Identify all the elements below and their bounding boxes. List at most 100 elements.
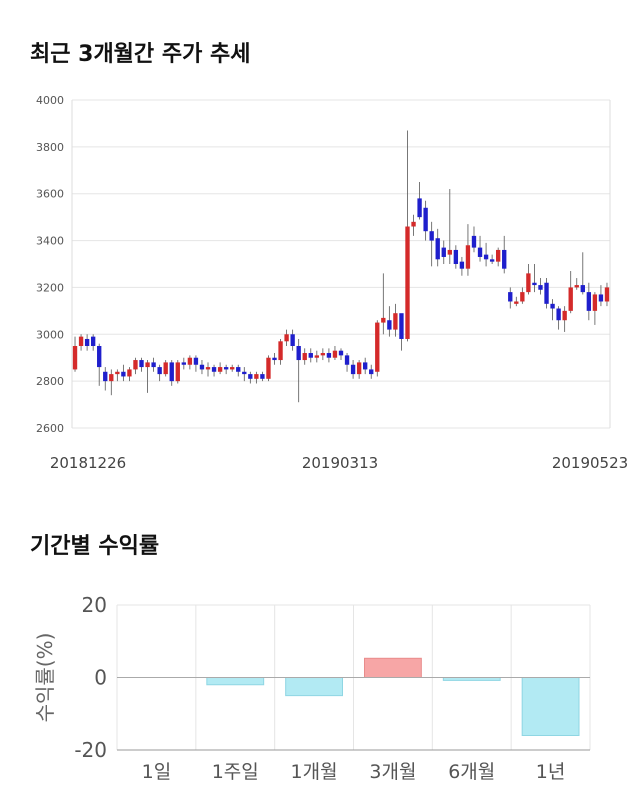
x-category-label: 6개월 xyxy=(448,761,495,783)
candle-body xyxy=(405,226,410,339)
price-trend-title: 최근 3개월간 주가 추세 xyxy=(30,42,251,67)
candle-body xyxy=(604,287,610,302)
return-bar xyxy=(521,677,580,736)
candle-body xyxy=(97,346,102,368)
candle-body xyxy=(350,364,356,375)
candle-body xyxy=(211,367,217,372)
y-tick-label: 3600 xyxy=(36,188,64,201)
x-category-label: 1개월 xyxy=(291,761,338,783)
candle-body xyxy=(296,346,301,361)
candle-body xyxy=(217,367,223,372)
candle-body xyxy=(562,310,567,321)
candle-body xyxy=(489,259,495,262)
candle-body xyxy=(429,231,434,241)
candle-body xyxy=(520,292,525,302)
candle-body xyxy=(127,369,132,377)
y-tick-label: 3800 xyxy=(36,141,64,154)
candle-body xyxy=(471,235,477,248)
x-category-label: 3개월 xyxy=(369,761,416,783)
candle-body xyxy=(423,207,428,232)
candle-body xyxy=(483,254,489,260)
candle-body xyxy=(393,313,398,330)
candle-body xyxy=(181,362,187,365)
return-bar xyxy=(364,657,422,678)
candle-body xyxy=(363,362,368,370)
candlestick-chart: 4000 3800 3600 3400 3200 3000 2800 2600 20181226… xyxy=(36,94,628,472)
candle-body xyxy=(574,285,579,288)
candle-body xyxy=(508,292,513,302)
candle-body xyxy=(236,367,241,372)
period-return-title: 기간별 수익률 xyxy=(30,534,160,559)
candle-body xyxy=(544,282,549,304)
candle-body xyxy=(320,353,326,356)
candle-body xyxy=(356,362,362,375)
candle-body xyxy=(302,353,307,361)
candle-body xyxy=(248,374,253,379)
x-tick-label: 20181226 xyxy=(50,454,126,472)
candle-body xyxy=(72,346,78,370)
x-tick-label: 20190313 xyxy=(302,454,378,472)
candle-body xyxy=(254,374,259,379)
candle-body xyxy=(169,362,174,382)
y-axis-label: 수익률(%) xyxy=(33,633,57,723)
candle-body xyxy=(151,362,156,368)
candle-body xyxy=(157,367,162,375)
candle-body xyxy=(284,334,289,342)
candle-body xyxy=(344,355,350,365)
candle-body xyxy=(266,357,271,379)
candle-body xyxy=(109,374,114,382)
candle-body xyxy=(447,249,452,255)
candle-body xyxy=(514,301,519,304)
candle-body xyxy=(193,357,199,365)
candle-body xyxy=(375,322,380,372)
candle-body xyxy=(369,369,374,375)
y-tick-label: 2800 xyxy=(36,375,64,388)
candle-body xyxy=(598,294,604,302)
candle-body xyxy=(78,336,84,346)
y-tick-label: -20 xyxy=(74,738,107,762)
candle-body xyxy=(495,249,501,262)
candle-body xyxy=(84,338,90,346)
y-tick-label: 3200 xyxy=(36,281,64,294)
candle-body xyxy=(399,313,404,339)
candle-body xyxy=(308,353,313,358)
candle-body xyxy=(145,362,150,368)
candle-body xyxy=(459,261,465,269)
candle-body xyxy=(556,308,561,321)
x-tick-label: 20190523 xyxy=(552,454,628,472)
candle-body xyxy=(163,362,168,375)
candle-body xyxy=(115,371,120,375)
candle-body xyxy=(387,320,392,330)
candle-body xyxy=(103,371,108,382)
candle-body xyxy=(435,238,440,260)
candle-body xyxy=(532,282,537,286)
y-tick-label: 20 xyxy=(82,593,107,617)
return-bar xyxy=(206,677,265,686)
candle-body xyxy=(538,285,543,290)
x-category-label: 1일 xyxy=(142,761,172,783)
candle-body xyxy=(411,221,416,227)
candle-body xyxy=(133,360,138,370)
candle-body xyxy=(580,285,585,293)
candle-body xyxy=(568,287,573,311)
return-bar xyxy=(285,677,343,697)
candle-body xyxy=(550,303,555,309)
candle-body xyxy=(477,247,483,257)
candle-body xyxy=(592,294,598,311)
candle-body xyxy=(338,350,344,356)
y-tick-label: 3400 xyxy=(36,235,64,248)
candle-body xyxy=(381,317,386,323)
candle-body xyxy=(223,367,229,370)
candle-body xyxy=(90,336,96,346)
candle-body xyxy=(121,371,126,377)
candle-body xyxy=(290,334,295,346)
candle-body xyxy=(230,367,235,370)
candle-body xyxy=(586,292,592,311)
candle-body xyxy=(502,249,507,269)
candle-body xyxy=(205,367,211,370)
candle-body xyxy=(175,362,180,382)
candle-body xyxy=(314,355,319,358)
candle-body xyxy=(332,350,338,358)
x-category-label: 1년 xyxy=(536,761,566,783)
